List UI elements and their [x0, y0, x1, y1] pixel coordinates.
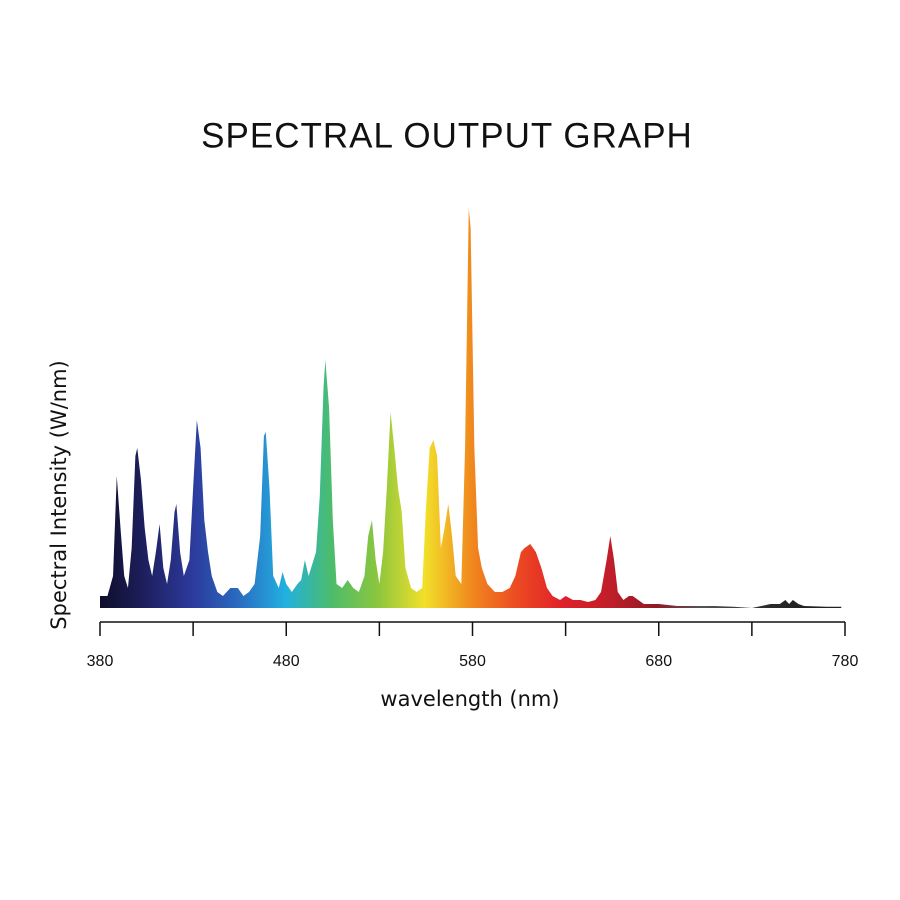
x-tick-label: 780: [832, 653, 859, 670]
x-axis-label: wavelength (nm): [380, 687, 559, 711]
x-tick-label: 380: [87, 653, 114, 670]
spectrum-area: [100, 208, 842, 608]
x-tick-label: 480: [273, 653, 300, 670]
chart-title: SPECTRAL OUTPUT GRAPH: [201, 116, 693, 155]
y-axis-label: Spectral Intensity (W/nm): [47, 360, 71, 629]
x-tick-label: 680: [645, 653, 672, 670]
x-tick-label: 580: [459, 653, 486, 670]
